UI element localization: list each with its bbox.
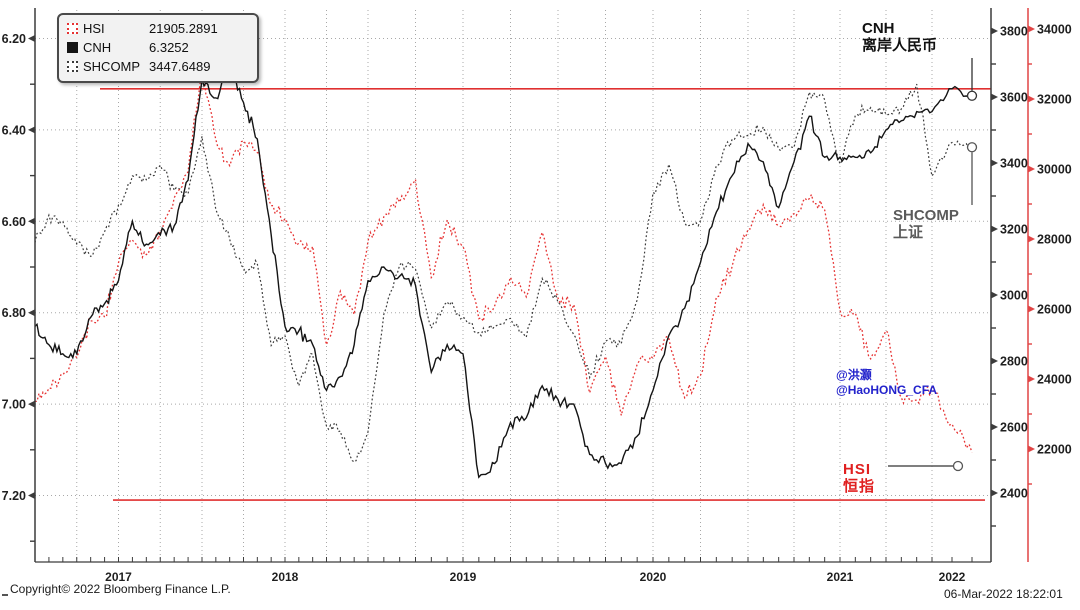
watermark-line1: @洪灏: [836, 368, 872, 382]
legend-label: CNH: [83, 40, 112, 55]
svg-text:6.20: 6.20: [2, 32, 26, 46]
legend-value: 6.3252: [149, 40, 189, 55]
hsi-swatch-icon: [67, 23, 78, 34]
cnh-annotation-line1: CNH: [862, 20, 895, 37]
svg-text:2800: 2800: [1000, 355, 1028, 369]
cursor-artifact: [2, 594, 8, 596]
hsi-annotation: HSI 恒指: [843, 461, 875, 495]
svg-text:2019: 2019: [450, 570, 477, 584]
svg-text:2018: 2018: [272, 570, 299, 584]
svg-text:3200: 3200: [1000, 223, 1028, 237]
svg-text:2017: 2017: [105, 570, 132, 584]
svg-text:2020: 2020: [640, 570, 667, 584]
cnh-annotation-line2: 离岸人民币: [862, 37, 938, 54]
cnh-swatch-icon: [67, 42, 78, 53]
shcomp-endpoint-marker: [966, 142, 978, 153]
hsi-annotation-line1: HSI: [843, 461, 872, 478]
watermark: @洪灏 @HaoHONG_CFA: [836, 368, 937, 398]
svg-text:3600: 3600: [1000, 91, 1028, 105]
shcomp-annotation: SHCOMP 上证: [893, 207, 959, 241]
svg-text:7.20: 7.20: [2, 489, 26, 503]
shcomp-annotation-line1: SHCOMP: [893, 207, 959, 224]
cnh-endpoint-marker: [966, 90, 978, 101]
series-hsi: [35, 67, 973, 453]
svg-text:7.00: 7.00: [2, 398, 26, 412]
svg-text:3800: 3800: [1000, 25, 1028, 39]
svg-text:2600: 2600: [1000, 421, 1028, 435]
svg-text:3000: 3000: [1000, 289, 1028, 303]
legend-row-shcomp[interactable]: SHCOMP 3447.6489: [67, 57, 251, 76]
copyright-text: Copyright© 2022 Bloomberg Finance L.P.: [10, 582, 231, 596]
svg-text:6.60: 6.60: [2, 215, 26, 229]
legend-value: 3447.6489: [149, 59, 211, 74]
svg-text:2021: 2021: [827, 570, 854, 584]
svg-text:32000: 32000: [1037, 93, 1072, 107]
cnh-annotation: CNH 离岸人民币: [862, 20, 937, 54]
svg-text:34000: 34000: [1037, 23, 1072, 37]
legend-value: 21905.2891: [149, 21, 218, 36]
legend-label: SHCOMP: [83, 59, 141, 74]
svg-text:6.80: 6.80: [2, 306, 26, 320]
svg-text:2400: 2400: [1000, 487, 1028, 501]
legend-label: HSI: [83, 21, 105, 36]
series-shcomp: [35, 83, 973, 463]
svg-text:22000: 22000: [1037, 443, 1072, 457]
svg-text:30000: 30000: [1037, 163, 1072, 177]
shcomp-annotation-line2: 上证: [893, 224, 924, 241]
timestamp-text: 06-Mar-2022 18:22:01: [944, 587, 1063, 601]
svg-text:26000: 26000: [1037, 303, 1072, 317]
svg-text:2022: 2022: [939, 570, 966, 584]
hsi-annotation-line2: 恒指: [843, 478, 876, 495]
svg-text:24000: 24000: [1037, 373, 1072, 387]
legend-row-cnh[interactable]: CNH 6.3252: [67, 38, 251, 57]
legend-row-hsi[interactable]: HSI 21905.2891: [67, 19, 251, 38]
series-cnh: [35, 68, 973, 479]
chart-legend: HSI 21905.2891 CNH 6.3252 SHCOMP 3447.64…: [57, 13, 259, 83]
svg-text:28000: 28000: [1037, 233, 1072, 247]
shcomp-swatch-icon: [67, 61, 78, 72]
watermark-line2: @HaoHONG_CFA: [836, 383, 938, 397]
svg-text:3400: 3400: [1000, 157, 1028, 171]
svg-text:6.40: 6.40: [2, 123, 26, 137]
hsi-endpoint-marker: [952, 460, 964, 472]
